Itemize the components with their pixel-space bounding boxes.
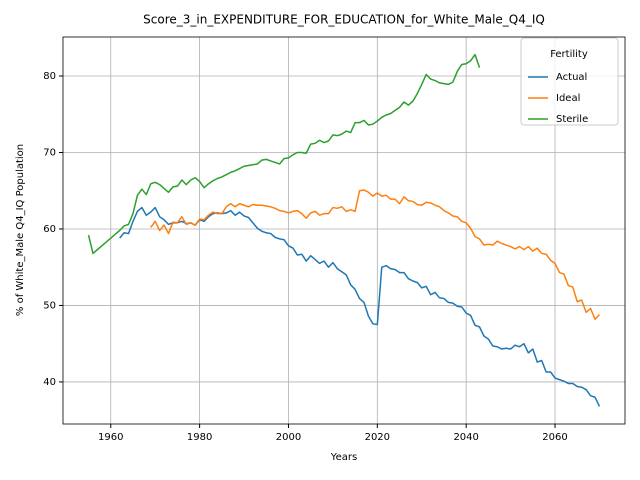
y-axis-label: % of White_Male Q4_IQ Population bbox=[15, 144, 26, 316]
line-series bbox=[119, 206, 601, 407]
chart-title: Score_3_in_EXPENDITURE_FOR_EDUCATION_for… bbox=[143, 13, 545, 27]
legend-title: Fertility bbox=[550, 49, 588, 60]
x-tick-label: 1960 bbox=[98, 432, 123, 443]
y-tick-label: 80 bbox=[43, 71, 56, 82]
x-axis-label: Years bbox=[330, 452, 357, 463]
legend-box bbox=[520, 37, 619, 126]
legend: Fertility Actual Ideal Sterile bbox=[520, 37, 619, 126]
y-tick-label: 50 bbox=[43, 300, 56, 311]
line-series bbox=[150, 189, 600, 320]
legend-label: Actual bbox=[556, 72, 587, 83]
legend-label: Ideal bbox=[556, 93, 580, 104]
y-tick-label: 60 bbox=[43, 224, 56, 235]
x-tick-label: 2000 bbox=[276, 432, 301, 443]
legend-label: Sterile bbox=[556, 114, 588, 125]
x-tick-label: 2040 bbox=[453, 432, 478, 443]
y-tick-label: 40 bbox=[43, 377, 56, 388]
x-tick-label: 1980 bbox=[187, 432, 212, 443]
line-series bbox=[87, 53, 481, 255]
y-tick-label: 70 bbox=[43, 147, 56, 158]
x-tick-label: 2020 bbox=[365, 432, 390, 443]
plot-frame bbox=[62, 36, 626, 425]
x-tick-label: 2060 bbox=[542, 432, 567, 443]
lines bbox=[87, 53, 601, 407]
